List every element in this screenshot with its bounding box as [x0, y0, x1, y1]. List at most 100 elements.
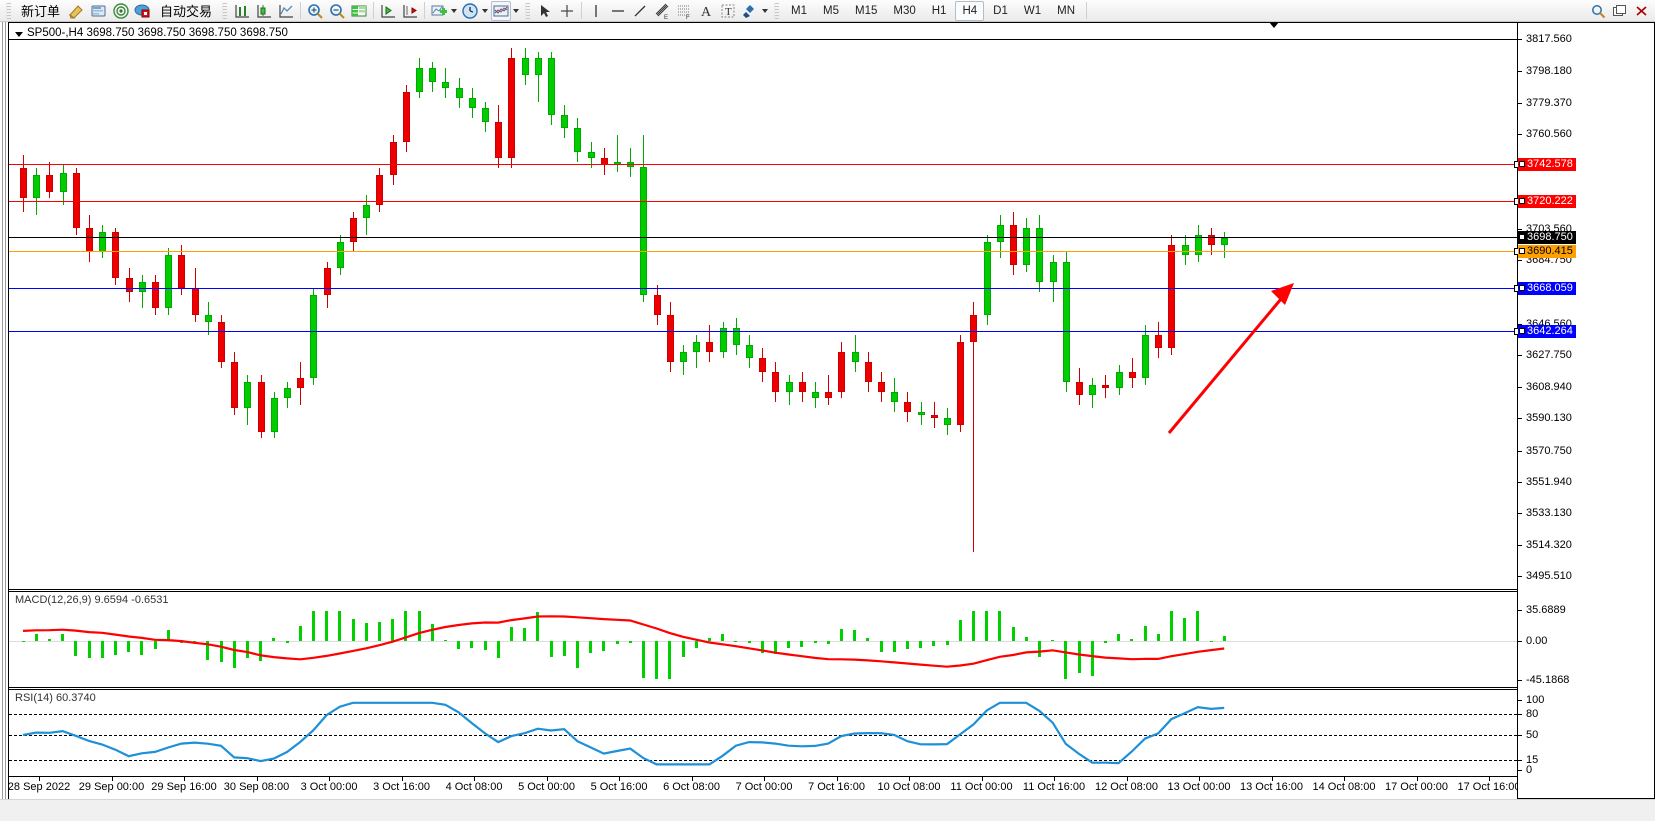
candle-body	[20, 168, 27, 199]
line-chart-icon[interactable]	[276, 1, 296, 21]
price-level-label-support-1[interactable]: 3668.059	[1518, 282, 1576, 296]
chart-area[interactable]: SP500-,H4 3698.750 3698.750 3698.750 369…	[0, 22, 1655, 799]
period-clock-icon[interactable]	[460, 1, 480, 21]
macd-histogram-bar	[549, 640, 553, 658]
price-label-handle[interactable]	[1519, 161, 1525, 168]
price-axis[interactable]: 3817.560 3798.180 3779.370 3760.560 3742.578…	[1517, 23, 1654, 798]
candle-body	[455, 88, 463, 99]
toolbar-grip[interactable]	[6, 2, 11, 19]
macd-histogram-bar	[1169, 611, 1173, 641]
price-level-label-last-price[interactable]: 3698.750	[1518, 231, 1576, 245]
time-tick-mark	[184, 777, 185, 781]
data-window-icon[interactable]	[349, 1, 369, 21]
bar-chart-icon[interactable]	[232, 1, 252, 21]
chart-frame[interactable]: SP500-,H4 3698.750 3698.750 3698.750 369…	[8, 22, 1655, 799]
candle-body	[270, 398, 278, 432]
chevron-down-icon[interactable]	[451, 8, 458, 13]
trendline-icon[interactable]	[630, 1, 650, 21]
chart-menu-caret-icon[interactable]	[15, 32, 23, 37]
toolbar-grip-3[interactable]	[525, 2, 531, 19]
zoom-out-icon[interactable]	[327, 1, 347, 21]
timeframe-d1[interactable]: D1	[993, 4, 1008, 17]
time-tick-label: 10 Oct 08:00	[877, 781, 941, 793]
level-line-resistance-1[interactable]	[9, 198, 1521, 206]
equidistant-channel-icon[interactable]: E	[652, 1, 672, 21]
rsi-pane[interactable]: RSI(14) 60.3740	[9, 690, 1517, 774]
candle-body	[957, 341, 965, 426]
price-label-handle[interactable]	[1519, 285, 1525, 292]
price-tick: 3703.560	[1518, 224, 1572, 235]
toolbar-grip-4[interactable]	[774, 2, 780, 19]
level-line-support-2[interactable]	[9, 328, 1521, 336]
zoom-in-icon[interactable]	[305, 1, 325, 21]
price-level-label-support-2[interactable]: 3642.264	[1518, 325, 1576, 339]
window-restore-icon[interactable]	[1610, 1, 1630, 21]
price-label-handle[interactable]	[1519, 198, 1525, 205]
macd-histogram-bar	[905, 640, 909, 650]
time-axis[interactable]: 28 Sep 2022 29 Sep 00:00 29 Sep 16:00 30 Se…	[8, 776, 1521, 799]
timeframe-h1[interactable]: H1	[931, 4, 947, 17]
terminal-icon[interactable]	[89, 1, 109, 21]
crosshair-icon[interactable]	[557, 1, 577, 21]
macd-histogram-bar	[826, 640, 830, 644]
new-order-button[interactable]: 新订单	[16, 1, 65, 21]
macd-histogram-bar	[1209, 640, 1213, 643]
candle-body	[165, 255, 173, 309]
price-pane[interactable]	[9, 23, 1517, 588]
rsi-level-80	[9, 714, 1517, 715]
macd-pane[interactable]: MACD(12,26,9) 9.6594 -0.6531	[9, 592, 1517, 687]
chevron-down-icon-2[interactable]	[482, 8, 489, 13]
time-tick-label: 29 Sep 16:00	[151, 781, 217, 793]
autotrading-button[interactable]: 自动交易	[155, 1, 217, 21]
templates-icon[interactable]	[491, 0, 512, 21]
chevron-down-icon-3[interactable]	[513, 8, 520, 13]
timeframe-m15[interactable]: M15	[855, 4, 878, 17]
candlestick-chart-icon[interactable]	[254, 1, 274, 21]
price-level-label-bid-price[interactable]: 3690.415	[1518, 245, 1576, 258]
search-icon[interactable]	[1588, 1, 1608, 21]
pencil-icon[interactable]	[67, 1, 87, 21]
shapes-icon[interactable]	[740, 1, 760, 21]
level-line-support-1[interactable]	[9, 285, 1521, 293]
price-label-handle[interactable]	[1519, 234, 1525, 241]
macd-histogram-bar	[153, 640, 157, 650]
toolbar-grip-2[interactable]	[222, 2, 228, 19]
cloud-expert-icon[interactable]	[133, 1, 153, 21]
cursor-arrow-icon[interactable]	[535, 1, 555, 21]
chart-shift-icon[interactable]	[400, 1, 420, 21]
add-indicator-icon[interactable]	[429, 1, 449, 21]
chevron-down-icon-4[interactable]	[762, 8, 769, 13]
toolbar-separator-3	[424, 2, 426, 19]
level-line-resistance-2[interactable]	[9, 161, 1521, 169]
horizontal-line-icon[interactable]	[608, 1, 628, 21]
text-label-icon[interactable]: T	[718, 1, 738, 21]
signal-wifi-icon[interactable]	[111, 1, 131, 21]
candle-body	[574, 128, 582, 152]
timeframe-m1[interactable]: M1	[791, 4, 808, 17]
text-icon[interactable]: A	[696, 1, 716, 21]
time-tick-mark	[836, 777, 838, 781]
vertical-line-icon[interactable]	[586, 1, 606, 21]
price-label-handle[interactable]	[1519, 248, 1525, 254]
price-label-handle[interactable]	[1519, 328, 1525, 335]
timeframe-m5[interactable]: M5	[823, 4, 839, 17]
macd-histogram-bar	[773, 640, 777, 655]
level-line-last-price[interactable]	[9, 237, 1517, 239]
timeframe-mn[interactable]: MN	[1057, 4, 1075, 17]
timeframe-m30[interactable]: M30	[893, 4, 916, 17]
price-level-label-resistance-1[interactable]: 3720.222	[1518, 195, 1576, 209]
chart-scroll-caret-icon[interactable]	[1269, 22, 1279, 28]
timeframe-w1[interactable]: W1	[1023, 4, 1042, 17]
close-icon[interactable]	[1632, 1, 1652, 21]
candle-body	[917, 411, 925, 416]
macd-histogram-bar	[681, 640, 685, 658]
fibonacci-icon[interactable]: F	[674, 1, 694, 21]
macd-histogram-bar	[747, 640, 751, 643]
price-level-label-resistance-2[interactable]: 3742.578	[1518, 158, 1576, 172]
timeframe-h4[interactable]: H4	[955, 0, 985, 21]
macd-histogram-bar	[602, 640, 606, 652]
candle-body	[944, 418, 951, 426]
auto-scroll-icon[interactable]	[378, 1, 398, 21]
candle-body	[561, 114, 569, 129]
level-line-bid-price[interactable]	[9, 248, 1521, 255]
